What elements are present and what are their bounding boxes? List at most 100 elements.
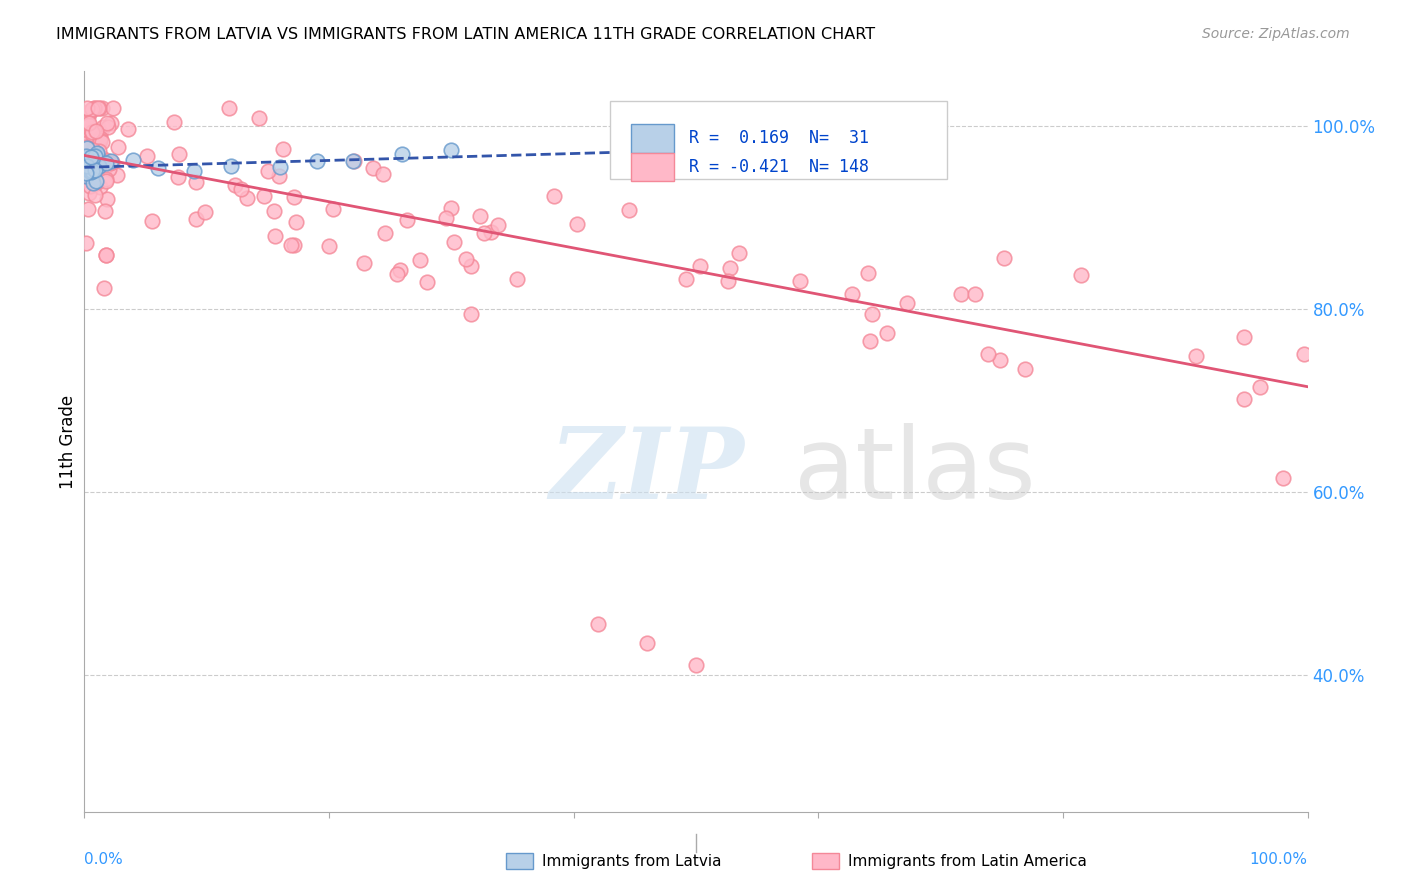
Point [75,155,97,169]
Text: Immigrants from Latin America: Immigrants from Latin America [848,854,1087,869]
Point [229,182,252,196]
Point [636,635,658,649]
Point [283,238,305,252]
Point [388,262,411,277]
Point [689,259,711,273]
Point [96,171,118,186]
Point [89,130,111,145]
Point [84,174,107,188]
Point [717,274,740,288]
FancyBboxPatch shape [631,124,673,153]
Point [685,658,707,673]
Point [100,154,122,169]
Point [166,169,188,184]
Point [77,186,100,201]
Point [91,135,114,149]
Point [76,112,98,126]
Point [253,189,276,203]
Point [184,212,207,227]
Point [1014,361,1036,376]
Point [83,162,105,177]
Point [224,178,246,193]
Point [373,168,395,182]
Point [456,252,478,266]
Point [79,103,101,118]
Point [89,133,111,147]
Point [80,150,103,164]
Point [727,246,749,260]
Point [93,281,115,295]
Point [97,120,120,135]
Point [79,179,101,194]
Point [1070,268,1092,283]
Point [75,124,97,138]
Point [77,138,100,153]
Point [82,177,104,191]
Point [896,296,918,310]
Point [83,187,105,202]
Point [75,160,97,174]
Point [75,235,97,250]
Point [269,169,291,183]
Y-axis label: 11th Grade: 11th Grade [59,394,77,489]
Point [841,287,863,301]
FancyBboxPatch shape [506,853,533,870]
Point [94,153,117,168]
Point [949,286,972,301]
Point [80,127,103,141]
Point [89,128,111,143]
FancyBboxPatch shape [610,101,946,178]
Point [80,103,103,117]
Point [567,218,589,232]
Point [86,135,108,149]
Point [87,144,110,158]
Point [90,101,112,115]
Point [342,154,364,169]
Point [284,215,307,229]
Point [76,159,98,173]
Point [75,162,97,177]
Text: Immigrants from Latvia: Immigrants from Latvia [541,854,721,869]
Point [1233,330,1256,344]
Point [122,153,145,168]
Point [86,176,108,190]
Point [343,153,366,168]
Point [75,172,97,186]
Point [481,225,503,239]
Text: 100.0%: 100.0% [1250,853,1308,867]
Point [1272,471,1295,485]
Point [101,154,124,169]
Point [86,142,108,156]
Point [460,307,482,321]
Point [993,252,1015,266]
Point [283,190,305,204]
Point [86,124,108,138]
Point [96,248,118,262]
Text: R =  0.169  N=  31: R = 0.169 N= 31 [689,129,869,147]
Point [75,145,97,159]
Point [440,144,463,158]
Point [96,193,118,207]
Point [86,101,108,115]
Point [183,164,205,178]
Point [79,166,101,180]
Point [87,136,110,150]
Point [876,326,898,340]
Point [322,202,344,216]
Point [218,101,240,115]
Point [117,122,139,136]
Point [77,131,100,145]
Point [96,174,118,188]
FancyBboxPatch shape [813,853,839,870]
Text: R = -0.421  N= 148: R = -0.421 N= 148 [689,158,869,176]
Point [247,112,270,126]
Point [84,176,107,190]
Point [77,123,100,137]
FancyBboxPatch shape [631,153,673,181]
Point [318,238,340,252]
Point [280,238,302,252]
Point [141,214,163,228]
Point [76,136,98,150]
Point [94,203,117,218]
Point [96,116,118,130]
